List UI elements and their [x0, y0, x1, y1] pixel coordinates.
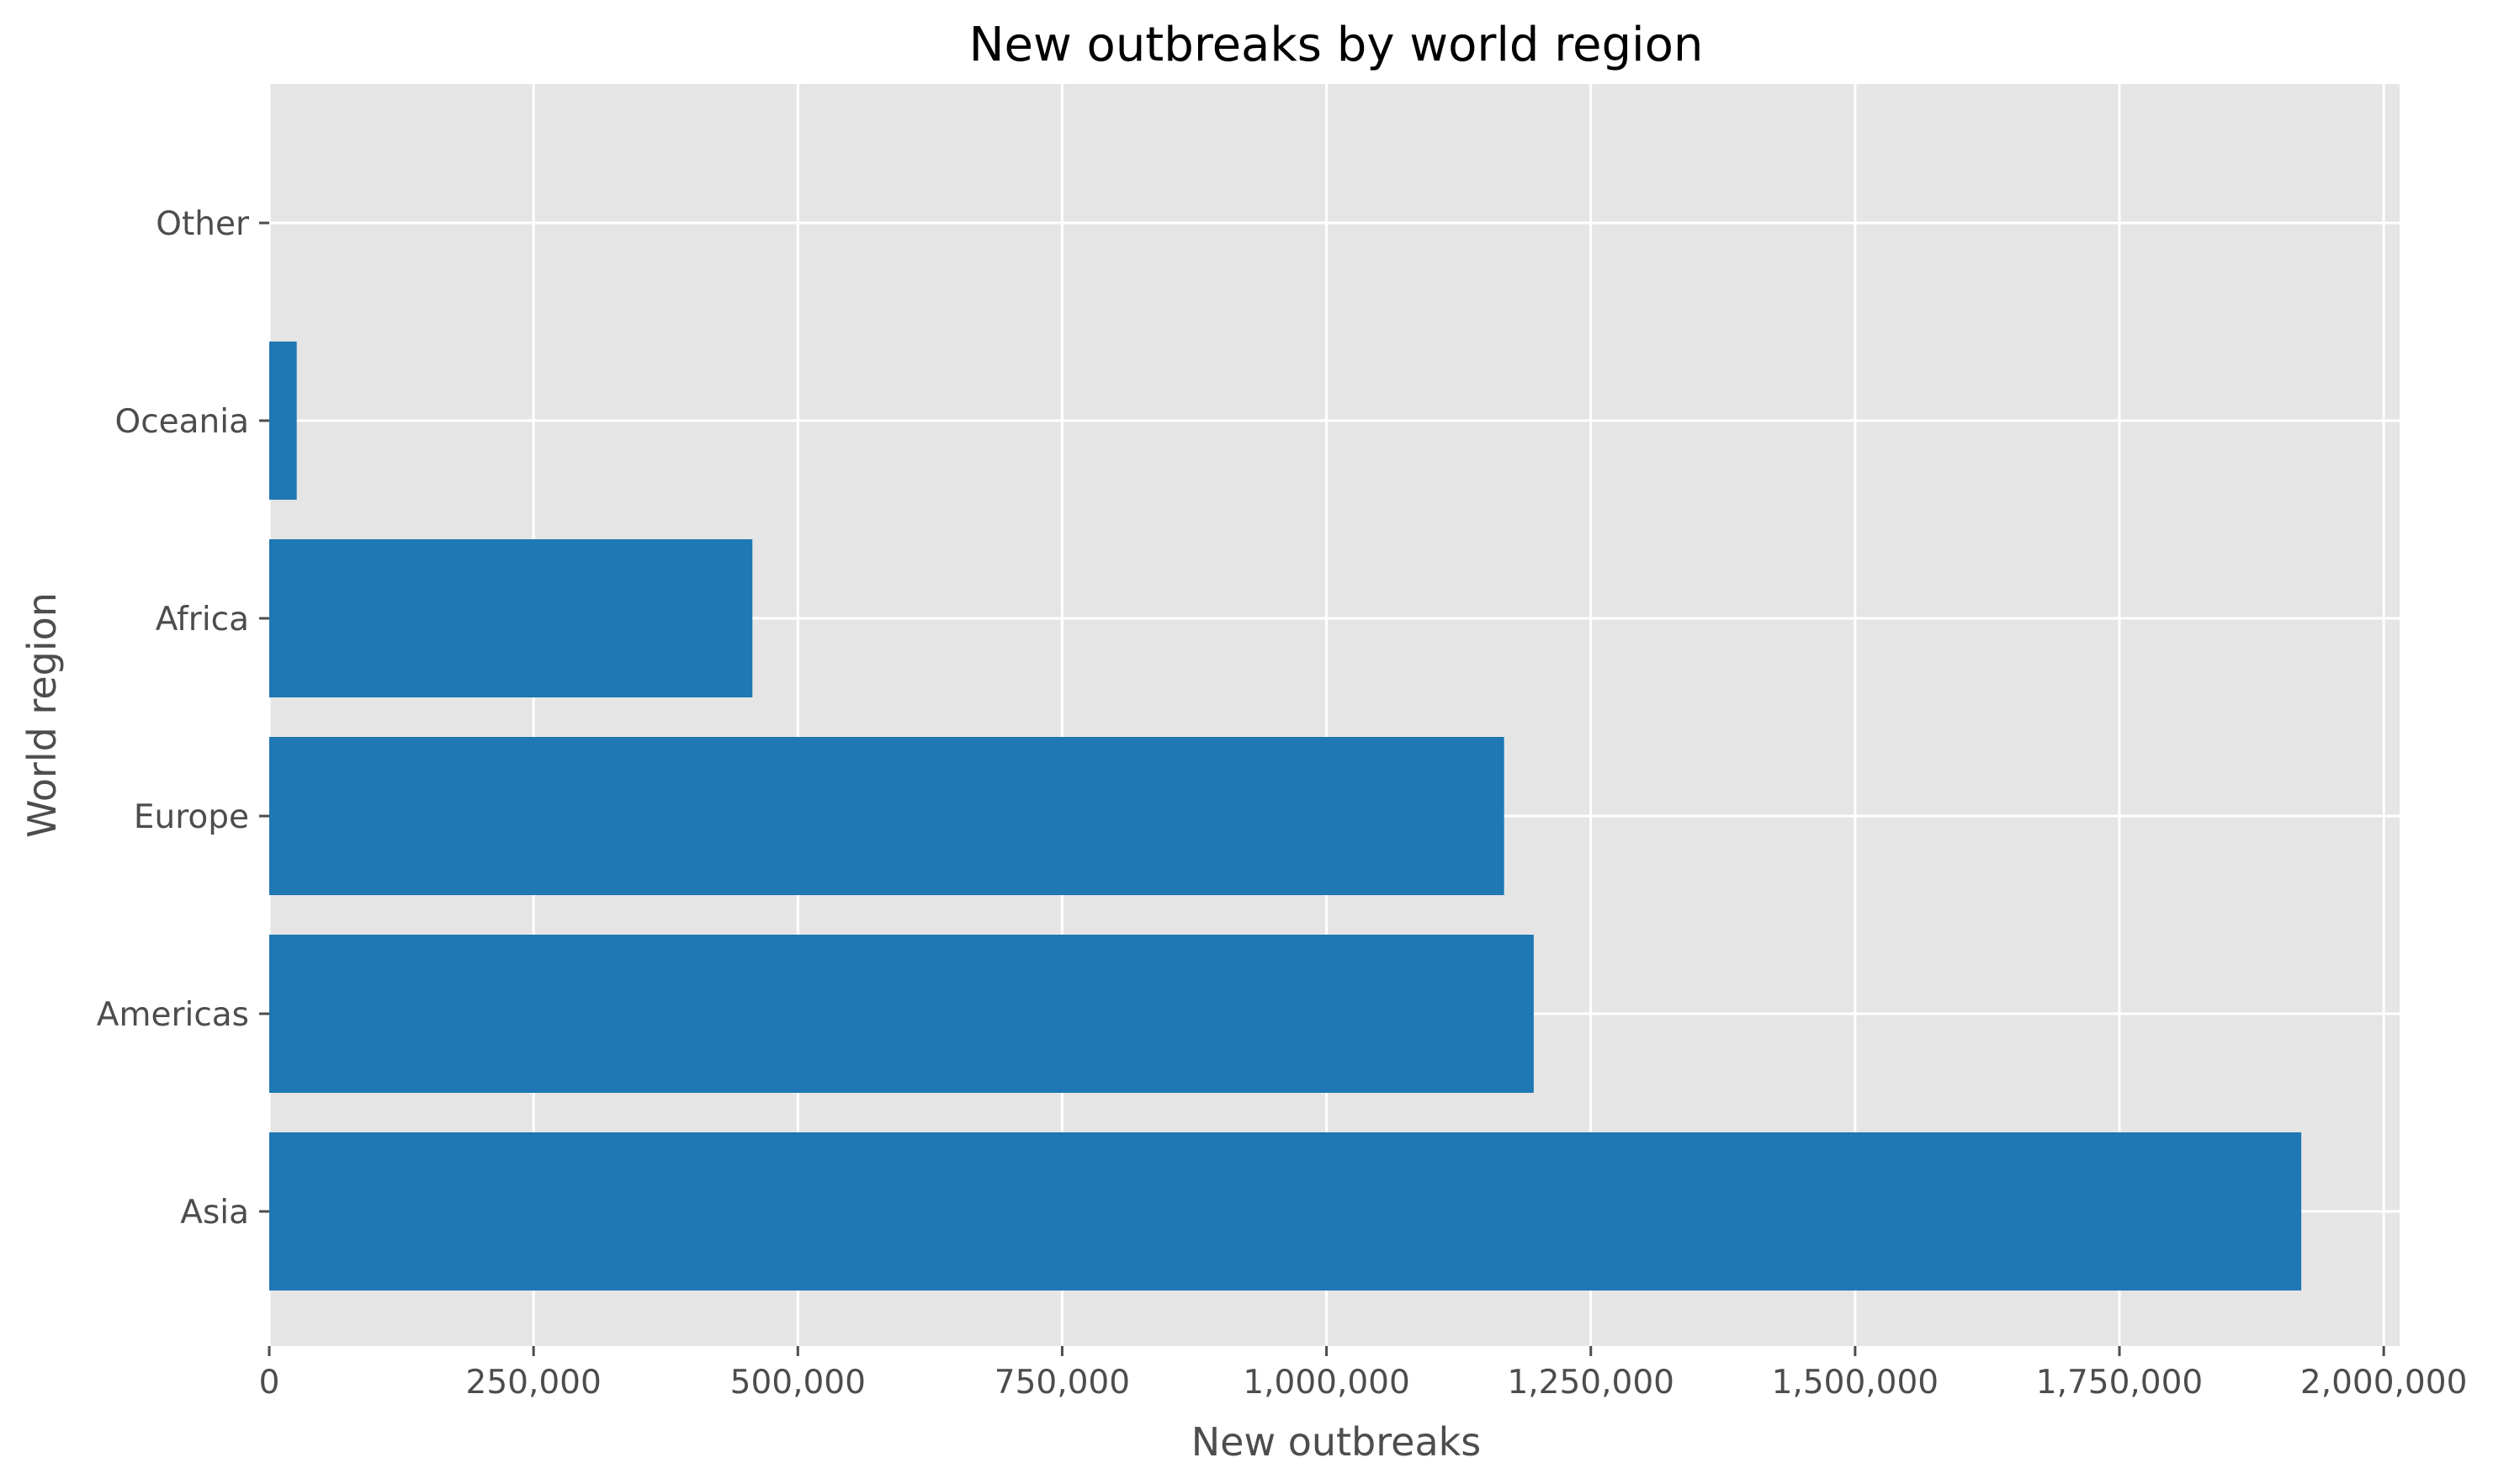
y-axis-ticks: Asia Americas Europe Africa Oceania Other — [97, 205, 269, 1232]
x-tick-label: 1,250,000 — [1507, 1364, 1674, 1402]
x-tick-label: 250,000 — [466, 1364, 602, 1402]
y-tick-label: Other — [156, 205, 250, 243]
bar — [269, 737, 1504, 895]
y-tick-label: Africa — [156, 601, 249, 639]
bars — [269, 342, 2302, 1291]
chart-title: New outbreaks by world region — [969, 18, 1704, 72]
x-tick-label: 2,000,000 — [2300, 1364, 2468, 1402]
y-tick-label: Americas — [97, 996, 249, 1034]
x-tick-label: 1,750,000 — [2036, 1364, 2204, 1402]
x-axis-label: New outbreaks — [1191, 1419, 1481, 1465]
x-tick-label: 1,000,000 — [1243, 1364, 1410, 1402]
x-tick-label: 0 — [259, 1364, 280, 1402]
bar — [269, 935, 1534, 1093]
bar — [269, 539, 753, 697]
bar — [269, 342, 297, 500]
x-axis-ticks: 0 250,000 500,000 750,000 1,000,000 1,250,000… — [259, 1346, 2468, 1402]
y-axis-label: World region — [19, 592, 65, 838]
x-tick-label: 500,000 — [730, 1364, 866, 1402]
x-tick-label: 750,000 — [995, 1364, 1130, 1402]
y-tick-label: Europe — [134, 798, 249, 836]
bar — [269, 1132, 2302, 1291]
y-tick-label: Asia — [180, 1194, 249, 1232]
x-tick-label: 1,500,000 — [1772, 1364, 1939, 1402]
y-tick-label: Oceania — [115, 403, 250, 441]
